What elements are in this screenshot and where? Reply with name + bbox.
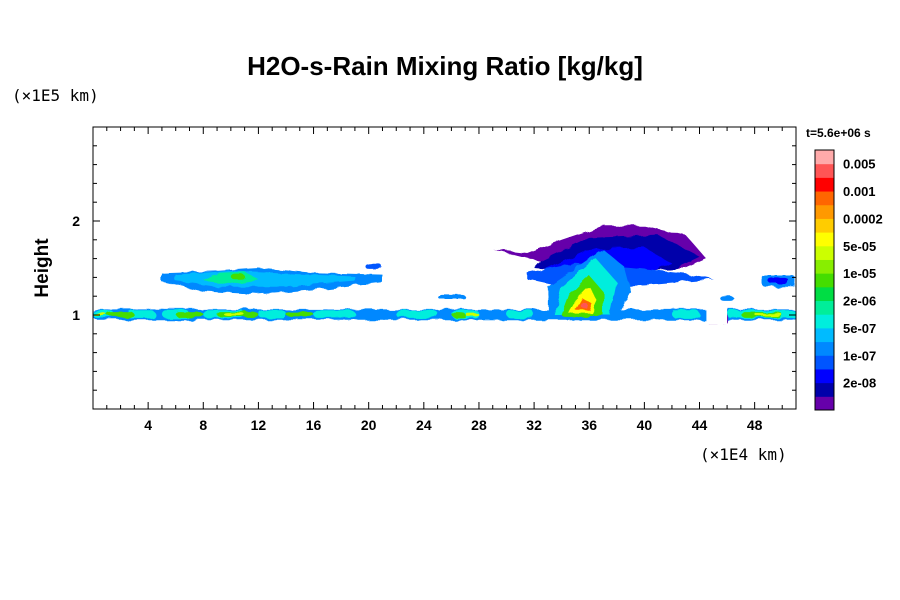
y-tick-label: 2 [72, 213, 80, 229]
x-tick-label: 12 [251, 417, 267, 433]
chart-title: H2O-s-Rain Mixing Ratio [kg/kg] [247, 51, 643, 81]
x-tick-label: 28 [471, 417, 487, 433]
surface-band-peak [465, 313, 479, 316]
right-cloud-edge [768, 278, 790, 284]
surface-band-core [106, 312, 135, 317]
surface-band-core [175, 312, 204, 317]
left-layer-peak [230, 273, 245, 280]
left-layer-core [203, 271, 259, 284]
data-field [93, 225, 796, 325]
contour-layer [93, 225, 796, 325]
x-tick-label: 48 [747, 417, 763, 433]
colorbar-label: 2e-08 [843, 376, 876, 391]
colorbar-swatch [815, 355, 834, 370]
colorbar-swatch [815, 300, 834, 315]
colorbar-swatch [815, 273, 834, 288]
time-label: t=5.6e+06 s [806, 126, 871, 140]
colorbar-swatch [815, 204, 834, 219]
surface-band-inner [127, 310, 156, 318]
x-axis: 4 8 12 16 20 24 28 32 36 40 44 48 [106, 127, 783, 433]
colorbar-label: 0.005 [843, 157, 876, 172]
surface-band-inner [258, 310, 286, 318]
x-tick-label: 44 [692, 417, 708, 433]
colorbar-frame [814, 149, 835, 411]
colorbar-label: 1e-07 [843, 348, 876, 363]
y-tick-label: 1 [72, 307, 80, 323]
cell-max [580, 302, 588, 309]
surface-band-inner [506, 310, 535, 318]
colorbar-label: 2e-06 [843, 294, 876, 309]
colorbar-swatch [815, 259, 834, 274]
colorbar-swatch [815, 396, 834, 411]
colorbar-swatch [815, 327, 834, 343]
x-tick-label: 4 [144, 417, 152, 433]
colorbar-swatch [815, 177, 834, 192]
colorbar-swatch [815, 150, 834, 165]
surface-band-inner [313, 310, 355, 318]
colorbar-swatch [815, 341, 834, 356]
small-cloud [437, 294, 466, 300]
y-unit-label: (×1E5 km) [12, 86, 99, 105]
colorbar-label: 0.0002 [843, 211, 883, 226]
surface-gap-mask [706, 303, 728, 325]
colorbar-swatch [815, 368, 834, 384]
plot-frame [92, 126, 797, 410]
surface-band-core [451, 312, 466, 317]
y-axis: 1 2 [72, 145, 796, 391]
x-tick-label: 32 [526, 417, 542, 433]
x-tick-label: 20 [361, 417, 377, 433]
x-tick-label: 36 [581, 417, 597, 433]
colorbar-swatch [815, 218, 834, 233]
colorbar-label: 5e-05 [843, 239, 876, 254]
surface-band-core [285, 312, 314, 317]
small-cloud [365, 264, 383, 270]
x-unit-label: (×1E4 km) [700, 445, 787, 464]
x-tick-label: 40 [637, 417, 653, 433]
colorbar-label: 1e-05 [843, 266, 876, 281]
x-tick-label: 8 [199, 417, 207, 433]
colorbar-swatch [815, 245, 834, 260]
colorbar-swatch [815, 191, 834, 206]
y-axis-label: Height [32, 238, 53, 298]
colorbar-label: 5e-07 [843, 321, 876, 336]
x-tick-label: 16 [306, 417, 322, 433]
colorbar-swatch [815, 314, 834, 329]
surface-band-inner [396, 310, 438, 318]
colorbar-swatch [815, 286, 834, 302]
colorbar-label: 0.001 [843, 184, 876, 199]
colorbar-swatch [815, 232, 834, 247]
small-cloud [720, 296, 734, 301]
surface-band-inner [671, 310, 700, 318]
colorbar-swatch [815, 382, 834, 397]
surface-band-peak [223, 313, 245, 316]
surface-band-peak [754, 313, 783, 316]
x-tick-label: 24 [416, 417, 432, 433]
colorbar: 0.005 0.001 0.0002 5e-05 1e-05 2e-06 5e-… [814, 149, 883, 411]
colorbar-swatch [815, 163, 834, 178]
